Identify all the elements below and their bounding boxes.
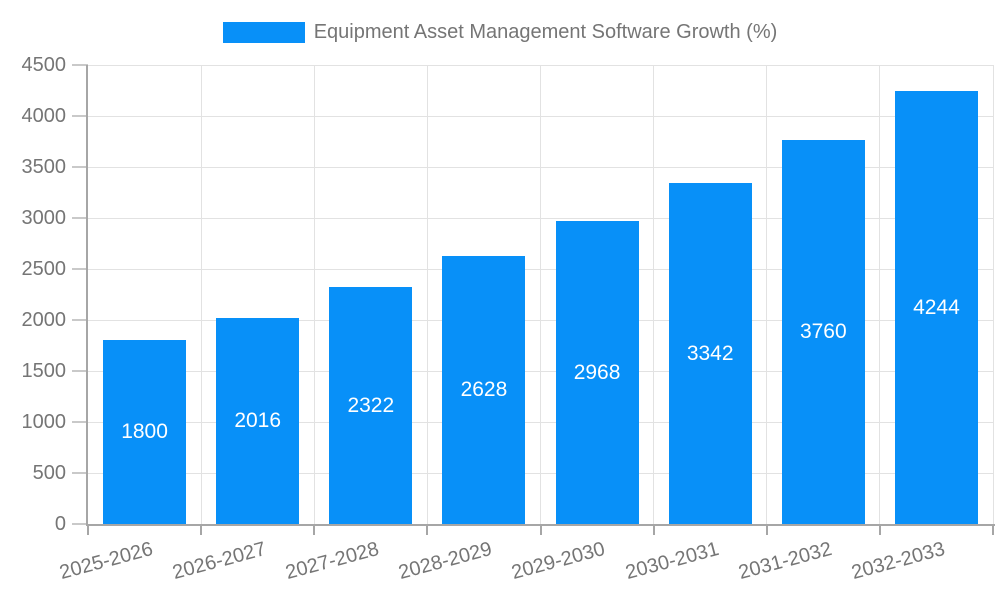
x-axis-label: 2030-2031	[622, 538, 721, 585]
x-axis-tick	[87, 524, 89, 535]
y-axis-label: 1000	[21, 411, 67, 433]
y-axis-tick	[72, 319, 88, 321]
x-axis-tick	[426, 524, 429, 535]
y-axis-tick	[72, 268, 88, 270]
bar: 2016	[216, 318, 300, 524]
bar-value-label: 3760	[799, 320, 847, 344]
bar-value-label: 1800	[121, 420, 168, 444]
bar-value-label: 3342	[686, 341, 734, 365]
x-axis-tick	[992, 524, 994, 535]
y-axis-tick	[72, 115, 88, 117]
x-axis-label: 2027-2028	[283, 538, 382, 585]
y-axis-tick	[72, 370, 88, 372]
bar: 3342	[668, 183, 752, 524]
y-axis-label: 3500	[21, 156, 67, 178]
bar: 1800	[103, 340, 187, 524]
y-axis-label: 2500	[21, 258, 67, 280]
legend-swatch	[222, 21, 305, 43]
y-axis-line	[86, 65, 88, 526]
bar: 3760	[781, 140, 865, 524]
bar: 2322	[329, 287, 413, 524]
gridline-vertical	[879, 65, 881, 524]
x-axis-label: 2032-2033	[849, 538, 948, 585]
gridline-vertical	[540, 65, 541, 524]
bar-value-label: 2016	[234, 409, 282, 433]
bar-value-label: 2322	[347, 393, 395, 417]
x-axis-tick	[539, 524, 542, 535]
y-axis-tick	[72, 523, 88, 525]
gridline-vertical	[766, 65, 768, 524]
bar: 4244	[894, 91, 978, 524]
legend: Equipment Asset Management Software Grow…	[0, 16, 1000, 48]
x-axis-tick	[200, 524, 203, 535]
y-axis-label: 3000	[21, 207, 67, 229]
bar: 2628	[442, 255, 526, 524]
x-axis-label: 2028-2029	[396, 538, 495, 585]
x-axis-label: 2025-2026	[57, 538, 156, 585]
y-axis-tick	[72, 421, 88, 423]
plot-area: 1800 2016 2322 2628 2968 3342 3760 4244	[88, 64, 994, 524]
x-axis-label: 2026-2027	[170, 538, 269, 585]
gridline-vertical	[653, 65, 655, 524]
y-axis-label: 500	[32, 462, 66, 484]
x-axis-tick	[652, 524, 655, 535]
x-axis-label: 2029-2030	[509, 538, 608, 585]
y-axis-label: 4000	[21, 105, 67, 127]
y-axis-label: 2000	[21, 309, 67, 331]
bar-value-label: 2968	[573, 360, 621, 384]
bar-value-label: 2628	[460, 377, 508, 401]
x-axis-label: 2031-2032	[735, 538, 835, 585]
bar: 2968	[555, 221, 639, 524]
gridline-vertical	[200, 65, 202, 524]
y-axis-label: 0	[54, 513, 66, 535]
y-axis-tick	[72, 166, 88, 168]
gridline-vertical	[426, 65, 428, 524]
y-axis-tick	[72, 64, 88, 66]
bar-value-label: 4244	[913, 295, 960, 319]
legend-label: Equipment Asset Management Software Grow…	[313, 20, 778, 43]
x-axis-tick	[313, 524, 316, 535]
y-axis-label: 1500	[21, 360, 67, 382]
gridline-vertical	[992, 65, 994, 524]
y-axis-tick	[72, 472, 88, 474]
gridline-vertical	[313, 65, 315, 524]
x-axis-tick	[765, 524, 768, 535]
y-axis-tick	[72, 217, 88, 219]
x-axis-tick	[878, 524, 881, 535]
y-axis-label: 4500	[21, 54, 67, 76]
x-axis-line	[86, 524, 995, 526]
